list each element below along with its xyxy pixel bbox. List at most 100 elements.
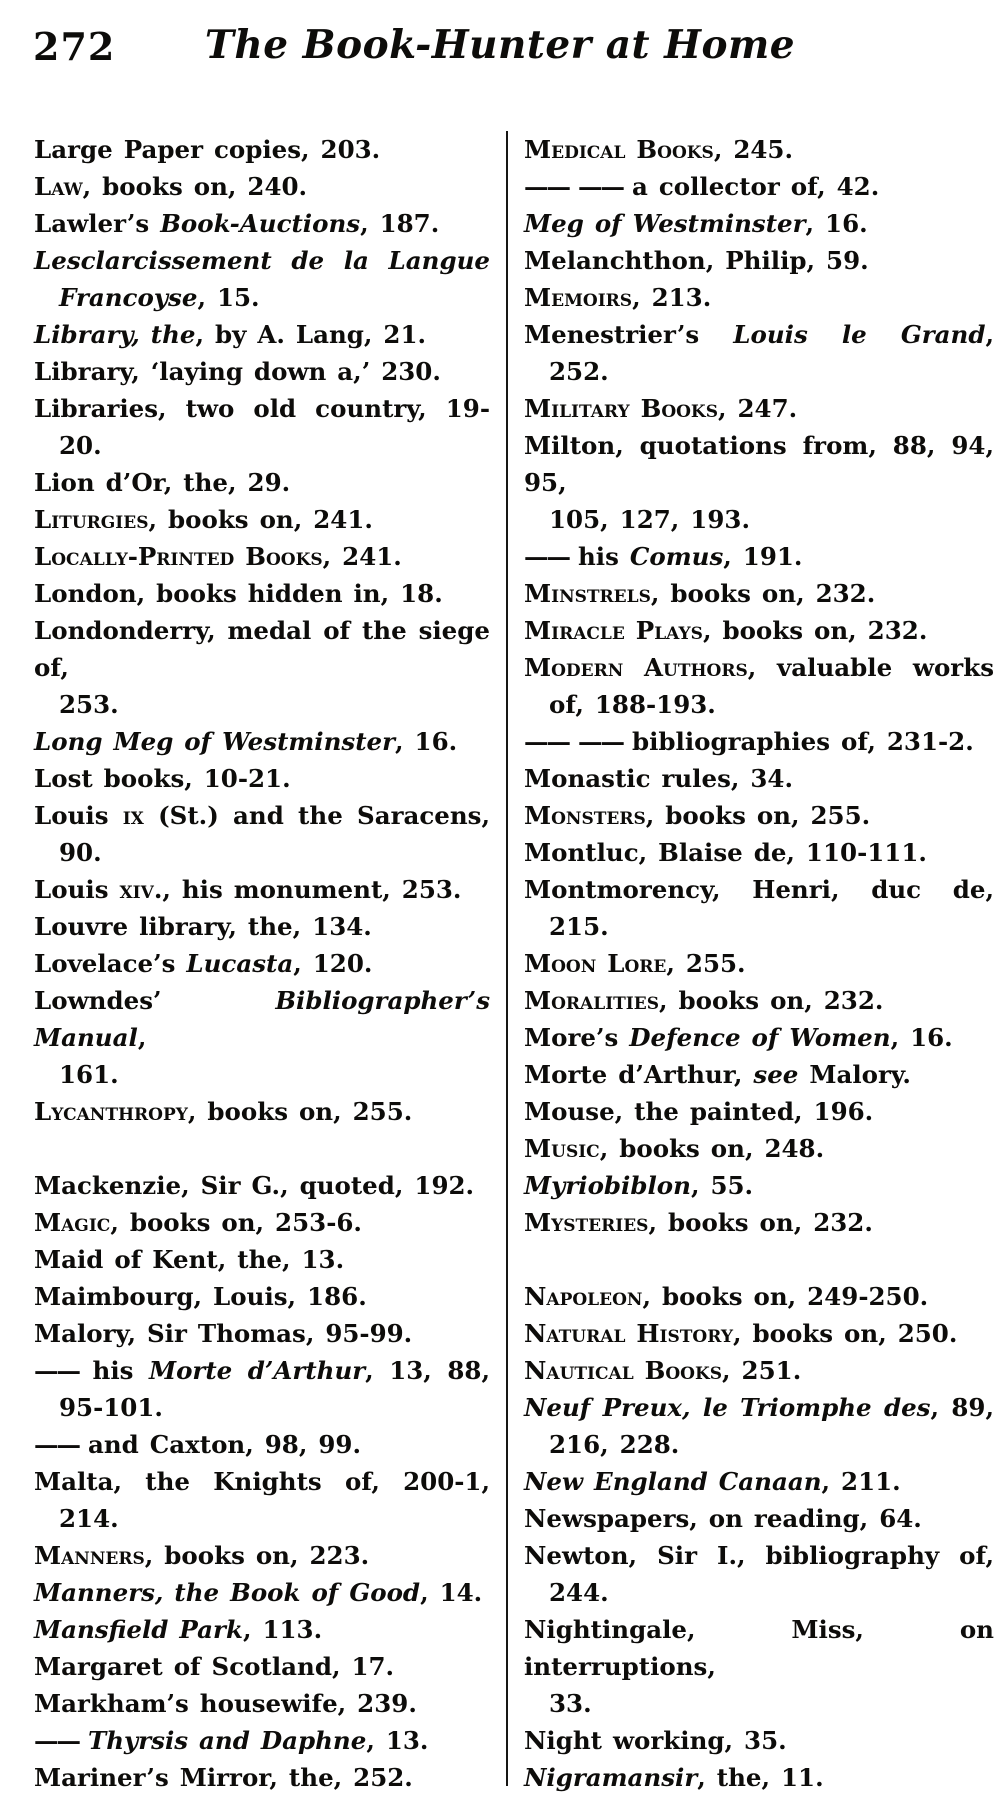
entry-work-title: Francoyse bbox=[59, 283, 198, 312]
entry-text: Markham’s housewife, 239. bbox=[34, 1689, 417, 1718]
entry-text: , books on, 249-250. bbox=[642, 1282, 929, 1311]
entry-work-title: Neuf Preux, le Triomphe des bbox=[524, 1393, 931, 1422]
index-entry: Military Books, 247. bbox=[524, 390, 994, 427]
entry-text: , 247. bbox=[718, 394, 798, 423]
entry-justified-line: Nightingale, Miss, on interruptions, bbox=[524, 1611, 994, 1685]
entry-text: , 15. bbox=[197, 283, 260, 312]
entry-text: , 16. bbox=[395, 727, 458, 756]
index-entry: Milton, quotations from, 88, 94, 95, 105,… bbox=[524, 427, 994, 538]
entry-smallcaps: Military Books bbox=[524, 394, 718, 423]
entry-work-title: Myriobiblon bbox=[524, 1171, 691, 1200]
entry-text: 33. bbox=[549, 1689, 592, 1718]
index-entry: Montluc, Blaise de, 110-111. bbox=[524, 834, 994, 871]
entry-smallcaps: Music bbox=[524, 1134, 600, 1163]
index-entry: Newton, Sir I., bibliography of, 244. bbox=[524, 1537, 994, 1611]
index-entry: Library, ‘laying down a,’ 230. bbox=[34, 353, 490, 390]
index-entry: Normandy, Robert of, 201. bbox=[524, 1796, 994, 1804]
entry-text: Louvre library, the, 134. bbox=[34, 912, 372, 941]
index-entry: Natural History, books on, 250. bbox=[524, 1315, 994, 1352]
index-entry: Liturgies, books on, 241. bbox=[34, 501, 490, 538]
entry-text: Malory. bbox=[798, 1060, 911, 1089]
entry-justified-line: Neuf Preux, le Triomphe des, 89, bbox=[524, 1389, 994, 1426]
entry-smallcaps: Law bbox=[34, 172, 83, 201]
index-entry: Nigramansir, the, 11. bbox=[524, 1759, 994, 1796]
entry-text: Lovelace’s bbox=[34, 949, 187, 978]
index-entry: Morte d’Arthur, see Malory. bbox=[524, 1056, 994, 1093]
entry-text: Lion d’Or, the, 29. bbox=[34, 468, 291, 497]
entry-work-title: Long Meg of Westminster bbox=[34, 727, 396, 756]
index-entry: Meg of Westminster, 16. bbox=[524, 205, 994, 242]
entry-work-title: Thyrsis and Daphne bbox=[87, 1726, 367, 1755]
index-entry: Mackenzie, Sir G., quoted, 192. bbox=[34, 1167, 490, 1204]
index-entry: Montmorency, Henri, duc de, 215. bbox=[524, 871, 994, 945]
entry-text: (St.) and the Saracens, 90. bbox=[59, 801, 490, 867]
index-entry: Margaret of Scotland, 17. bbox=[34, 1648, 490, 1685]
entry-ditto-dash: —— bbox=[34, 1430, 88, 1459]
index-entry: Manners, books on, 223. bbox=[34, 1537, 490, 1574]
entry-text: Louis bbox=[34, 801, 123, 830]
entry-text: , books on, 248. bbox=[599, 1134, 825, 1163]
entry-justified-line: Milton, quotations from, 88, 94, 95, bbox=[524, 427, 994, 501]
index-entry: Lion d’Or, the, 29. bbox=[34, 464, 490, 501]
entry-text: , books on, 241. bbox=[148, 505, 373, 534]
index-entry: —— —— bibliographies of, 231-2. bbox=[524, 723, 994, 760]
entry-text: Menestrier’s bbox=[524, 320, 734, 349]
entry-text: , 187. bbox=[360, 209, 440, 238]
page-title: The Book-Hunter at Home bbox=[204, 22, 796, 68]
index-entry: Law, books on, 240. bbox=[34, 168, 490, 205]
entry-text: Normandy, Robert of, 201. bbox=[524, 1800, 894, 1804]
entry-text: , 211. bbox=[821, 1467, 901, 1496]
index-entry: Moon Lore, 255. bbox=[524, 945, 994, 982]
index-entry: More’s Defence of Women, 16. bbox=[524, 1019, 994, 1056]
entry-text: , 16. bbox=[805, 209, 868, 238]
entry-smallcaps: ix bbox=[122, 801, 144, 830]
entry-justified-line: Lowndes’ Bibliographer’s Manual, bbox=[34, 982, 490, 1056]
entry-text: Nightingale, Miss, on interruptions, bbox=[524, 1615, 994, 1681]
entry-text: his bbox=[92, 1356, 149, 1385]
entry-text: , the, 11. bbox=[697, 1763, 824, 1792]
entry-work-title: Book-Auctions bbox=[160, 209, 361, 238]
entry-text: Library, ‘laying down a,’ 230. bbox=[34, 357, 441, 386]
index-entry: Lost books, 10-21. bbox=[34, 760, 490, 797]
entry-text: Margaret of Scotland, 17. bbox=[34, 1652, 395, 1681]
index-entry: —— Thyrsis and Daphne, 13. bbox=[34, 1722, 490, 1759]
entry-smallcaps: Moralities bbox=[524, 986, 659, 1015]
entry-justified-line: Lesclarcissement de la Langue bbox=[34, 242, 490, 279]
entry-smallcaps: Monsters bbox=[524, 801, 646, 830]
index-entry: Myriobiblon, 55. bbox=[524, 1167, 994, 1204]
entry-text: , books on, 232. bbox=[650, 579, 876, 608]
entry-work-title: Morte d’Arthur bbox=[148, 1356, 366, 1385]
entry-smallcaps: Lycanthropy bbox=[34, 1097, 188, 1126]
entry-justified-line: Londonderry, medal of the siege of, bbox=[34, 612, 490, 686]
entry-smallcaps: Napoleon bbox=[524, 1282, 643, 1311]
entry-text: , 14. bbox=[420, 1578, 483, 1607]
index-column-left: Large Paper copies, 203. Law, books on, 2… bbox=[34, 131, 490, 1804]
index-entry: Marmol, Luis del, 209-210. bbox=[34, 1796, 490, 1804]
index-entry: Markham’s housewife, 239. bbox=[34, 1685, 490, 1722]
index-entry: —— his Comus, 191. bbox=[524, 538, 994, 575]
entry-work-title: Comus bbox=[629, 542, 724, 571]
index-entry: Newspapers, on reading, 64. bbox=[524, 1500, 994, 1537]
index-entry: —— —— a collector of, 42. bbox=[524, 168, 994, 205]
entry-text: Londonderry, medal of the siege of, bbox=[34, 616, 490, 682]
entry-text: 161. bbox=[59, 1060, 119, 1089]
entry-text: Large Paper copies, 203. bbox=[34, 135, 381, 164]
entry-text: , 120. bbox=[293, 949, 373, 978]
index-entry: Melanchthon, Philip, 59. bbox=[524, 242, 994, 279]
entry-smallcaps: Medical Books bbox=[524, 135, 714, 164]
entry-work-title: Nigramansir bbox=[524, 1763, 698, 1792]
entry-text: , books on, 232. bbox=[648, 1208, 873, 1237]
entry-ditto-dash: —— —— bbox=[524, 727, 632, 756]
entry-smallcaps: xiv bbox=[119, 875, 154, 904]
entry-ditto-dash: —— bbox=[34, 1726, 88, 1755]
entry-text: Montluc, Blaise de, 110-111. bbox=[524, 838, 927, 867]
entry-text: More’s bbox=[524, 1023, 630, 1052]
index-entry: Lovelace’s Lucasta, 120. bbox=[34, 945, 490, 982]
index-entry: —— and Caxton, 98, 99. bbox=[34, 1426, 490, 1463]
entry-text: , books on, 255. bbox=[187, 1097, 413, 1126]
index-entry: Maid of Kent, the, 13. bbox=[34, 1241, 490, 1278]
entry-work-title: Lucasta bbox=[186, 949, 294, 978]
entry-text: Mariner’s Mirror, the, 252. bbox=[34, 1763, 413, 1792]
entry-text: , 89, bbox=[930, 1393, 994, 1422]
